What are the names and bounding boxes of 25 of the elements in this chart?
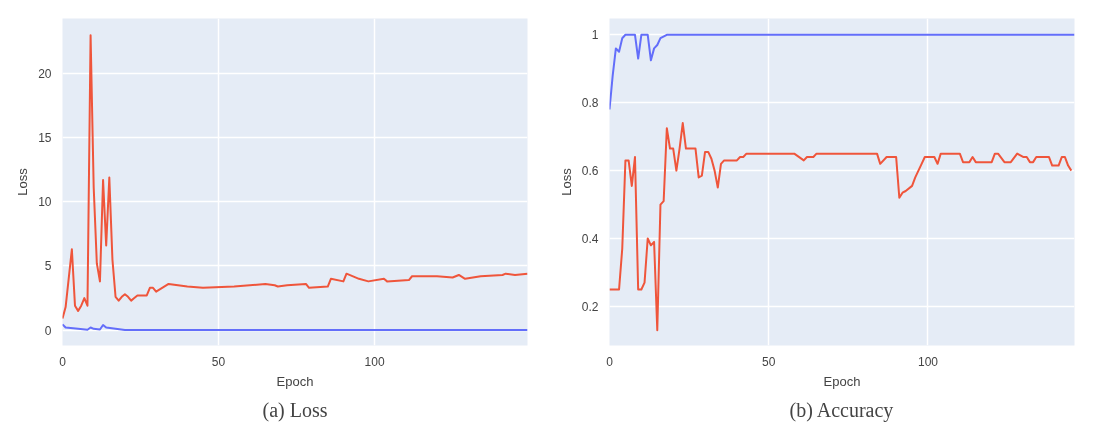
x-tick-label: 50 [211,354,226,369]
x-tick-label: 100 [364,354,385,369]
line-series [62,34,528,320]
x-axis-title: Epoch [276,373,314,389]
y-tick-label: 0.2 [581,299,599,314]
x-tick-label: 0 [606,354,614,369]
x-axis-title: Epoch [823,373,861,389]
line-series [609,122,1073,332]
y-tick-label: 0 [44,323,52,338]
line-series [609,33,1075,111]
y-tick-label: 10 [38,195,52,210]
text: (b) Accuracy [789,398,894,422]
y-tick-label: 5 [44,259,52,274]
y-tick-label: 15 [38,131,52,146]
y-axis-title: Loss [15,167,31,196]
x-tick-label: 0 [59,354,67,369]
y-tick-label: 1 [591,28,599,43]
y-tick-label: 0.6 [581,164,599,179]
y-tick-label: 0.8 [581,96,599,111]
y-axis-title: Loss [558,167,574,196]
text: (a) Loss [262,398,328,422]
x-tick-label: 100 [917,354,939,369]
y-tick-label: 0.4 [581,232,599,247]
y-tick-label: 20 [38,67,52,82]
x-tick-label: 50 [762,354,776,369]
